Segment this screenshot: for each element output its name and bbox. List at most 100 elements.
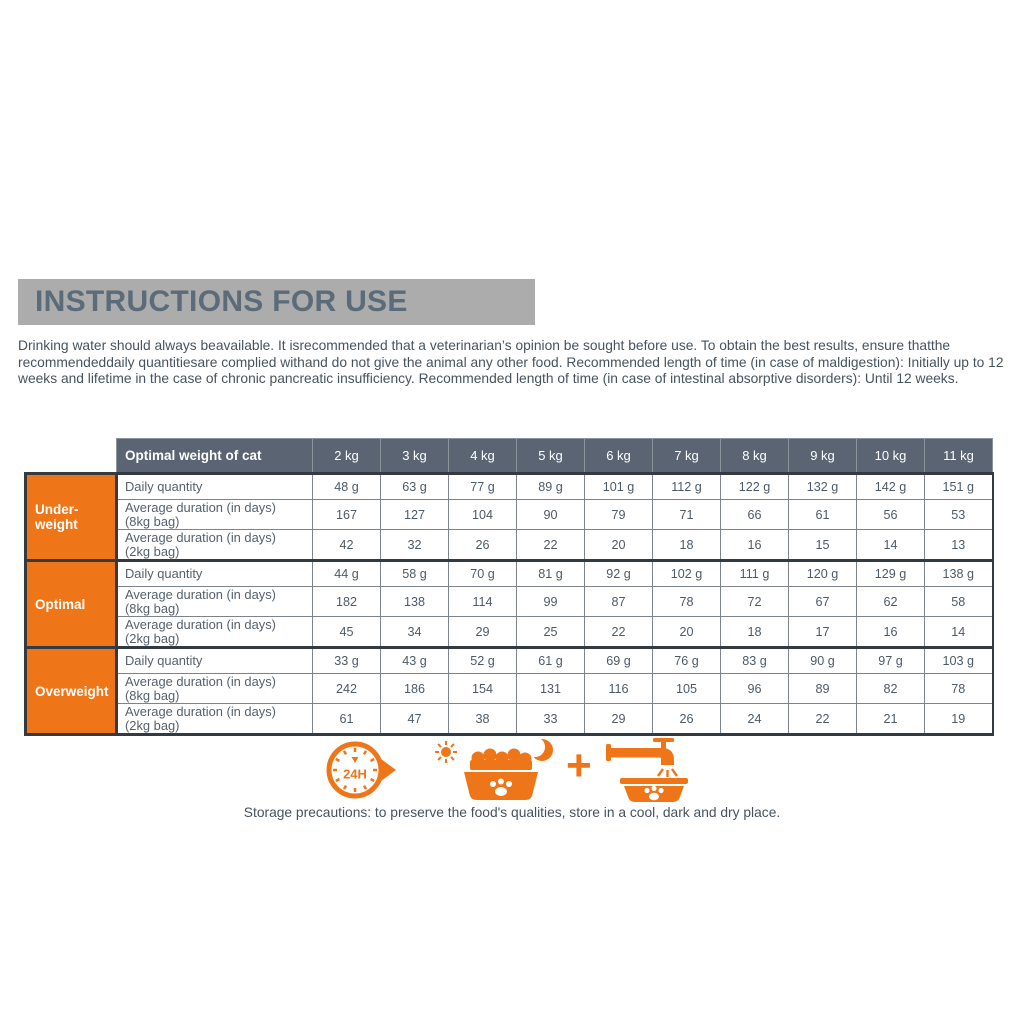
table-cell: 38 [448,703,517,736]
table-cell: 26 [652,703,721,736]
table-cell: 83 g [720,646,789,674]
feeding-icons-row: 24H [324,737,702,803]
table-cell: 20 [652,616,721,649]
table-cell: 58 [924,586,994,617]
row-label: Average duration (in days) (2kg bag) [116,703,313,736]
table-cell: 22 [788,703,857,736]
table-cell: 77 g [448,472,517,500]
table-cell: 61 [312,703,381,736]
table-cell: 47 [380,703,449,736]
table-cell: 17 [788,616,857,649]
header-weight: 5 kg [516,438,585,474]
table-cell: 167 [312,499,381,530]
table-cell: 154 [448,673,517,704]
table-cell: 24 [720,703,789,736]
table-cell: 62 [856,586,925,617]
table-body: Under-weight Daily quantity 48 g 63 g 77 g 89… [24,472,994,736]
row-label: Daily quantity [116,646,313,674]
header-weight: 6 kg [584,438,653,474]
row-label: Average duration (in days) (8kg bag) [116,586,313,617]
table-row: Average duration (in days) (2kg bag) 61 47 3… [26,703,994,736]
storage-note: Storage precautions: to preserve the foo… [243,805,781,820]
header-weight: 7 kg [652,438,721,474]
table-cell: 96 [720,673,789,704]
table-cell: 18 [720,616,789,649]
table-cell: 99 [516,586,585,617]
table-row: Overweight Daily quantity 33 g 43 g 52 g 61 g… [24,646,994,736]
table-cell: 97 g [856,646,925,674]
group-label: Under-weight [24,472,118,562]
24h-label: 24H [343,766,367,781]
row-label: Daily quantity [116,472,313,500]
table-cell: 105 [652,673,721,704]
water-tap-bowl-icon [605,738,688,802]
table-cell: 14 [856,529,925,562]
header-optimal-weight: Optimal weight of cat [116,438,313,474]
table-cell: 19 [924,703,994,736]
header-weight: 2 kg [312,438,381,474]
table-cell: 242 [312,673,381,704]
header-weight: 11 kg [924,438,993,474]
table-cell: 79 [584,499,653,530]
table-cell: 90 [516,499,585,530]
table-cell: 103 g [924,646,994,674]
table-cell: 34 [380,616,449,649]
table-cell: 61 g [516,646,585,674]
paw-icon [644,785,664,801]
table-cell: 18 [652,529,721,562]
table-cell: 67 [788,586,857,617]
table-cell: 111 g [720,559,789,587]
table-row: Average duration (in days) (8kg bag) 167 12… [26,499,994,530]
table-cell: 120 g [788,559,857,587]
tap-icon [605,738,674,765]
table-row: Average duration (in days) (8kg bag) 242 18… [26,673,994,704]
table-cell: 58 g [380,559,449,587]
table-cell: 89 g [516,472,585,500]
table-cell: 81 g [516,559,585,587]
table-cell: 16 [720,529,789,562]
table-cell: 122 g [720,472,789,500]
table-cell: 116 [584,673,653,704]
page-title: INSTRUCTIONS FOR USE [35,285,408,318]
table-cell: 52 g [448,646,517,674]
table-cell: 20 [584,529,653,562]
table-cell: 33 [516,703,585,736]
table-cell: 22 [516,529,585,562]
table-cell: 114 [448,586,517,617]
table-cell: 43 g [380,646,449,674]
row-label: Average duration (in days) (8kg bag) [116,499,313,530]
sun-icon [435,741,457,763]
table-row: Average duration (in days) (2kg bag) 42 32 2… [26,529,994,562]
table-cell: 45 [312,616,381,649]
table-header-row: Optimal weight of cat 2 kg 3 kg 4 kg 5 kg 6 … [25,438,993,474]
table-cell: 44 g [312,559,381,587]
table-cell: 16 [856,616,925,649]
table-cell: 90 g [788,646,857,674]
table-cell: 112 g [652,472,721,500]
table-cell: 13 [924,529,994,562]
intro-text: Drinking water should always beavailable… [18,338,1004,387]
table-cell: 87 [584,586,653,617]
header-weight: 4 kg [448,438,517,474]
table-row: Average duration (in days) (8kg bag) 182 13… [26,586,994,617]
table-cell: 138 g [924,559,994,587]
header-spacer [25,438,117,474]
header-weight: 3 kg [380,438,449,474]
table-row: Average duration (in days) (2kg bag) 45 34 2… [26,616,994,649]
table-cell: 132 g [788,472,857,500]
row-label: Daily quantity [116,559,313,587]
feeding-table: Optimal weight of cat 2 kg 3 kg 4 kg 5 kg 6 … [24,438,994,736]
table-cell: 82 [856,673,925,704]
table-cell: 56 [856,499,925,530]
table-cell: 53 [924,499,994,530]
right-arrow-icon [381,759,396,781]
table-cell: 151 g [924,472,994,500]
table-cell: 76 g [652,646,721,674]
table-cell: 101 g [584,472,653,500]
table-cell: 29 [448,616,517,649]
section-title-bar: INSTRUCTIONS FOR USE [18,279,535,325]
header-weight: 8 kg [720,438,789,474]
group-label: Optimal [24,559,118,649]
table-cell: 89 [788,673,857,704]
